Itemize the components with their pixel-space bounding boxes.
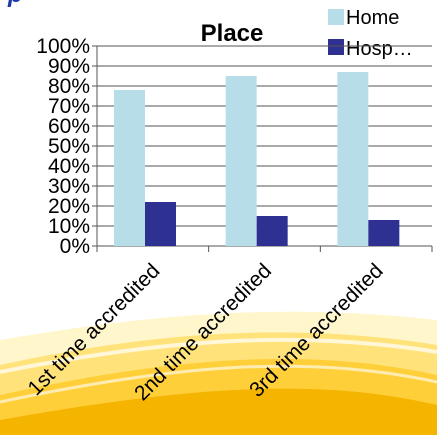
y-tick-label: 30%	[48, 175, 90, 198]
y-tick-label: 20%	[48, 195, 90, 218]
bar-home	[225, 76, 257, 246]
legend-swatch-home	[328, 9, 344, 25]
y-tick-label: 0%	[60, 235, 90, 258]
header-fragment: p	[7, 0, 23, 8]
legend-label-home: Home	[346, 7, 399, 29]
y-tick-label: 70%	[48, 95, 90, 118]
bar-hosp	[368, 220, 400, 246]
y-tick-label: 60%	[48, 115, 90, 138]
bar-hosp	[145, 202, 176, 246]
legend-swatch-hosp	[328, 39, 344, 55]
y-tick-label: 40%	[48, 155, 90, 178]
y-tick-label: 80%	[48, 75, 90, 98]
decorative-swoosh	[0, 311, 437, 435]
bar-home	[337, 72, 369, 246]
y-axis-tick-labels: 0%10%20%30%40%50%60%70%80%90%100%	[36, 35, 90, 258]
y-tick-label: 100%	[36, 35, 90, 58]
legend: Home Hosp…	[328, 7, 413, 60]
y-tick-label: 90%	[48, 55, 90, 78]
legend-label-hosp: Hosp…	[346, 38, 413, 60]
y-tick-label: 50%	[48, 135, 90, 158]
chart-title: Place	[201, 20, 264, 47]
bar-hosp	[256, 216, 288, 246]
bar-home	[114, 90, 145, 246]
y-tick-label: 10%	[48, 215, 90, 238]
bars	[114, 72, 400, 246]
gridlines	[97, 45, 432, 227]
